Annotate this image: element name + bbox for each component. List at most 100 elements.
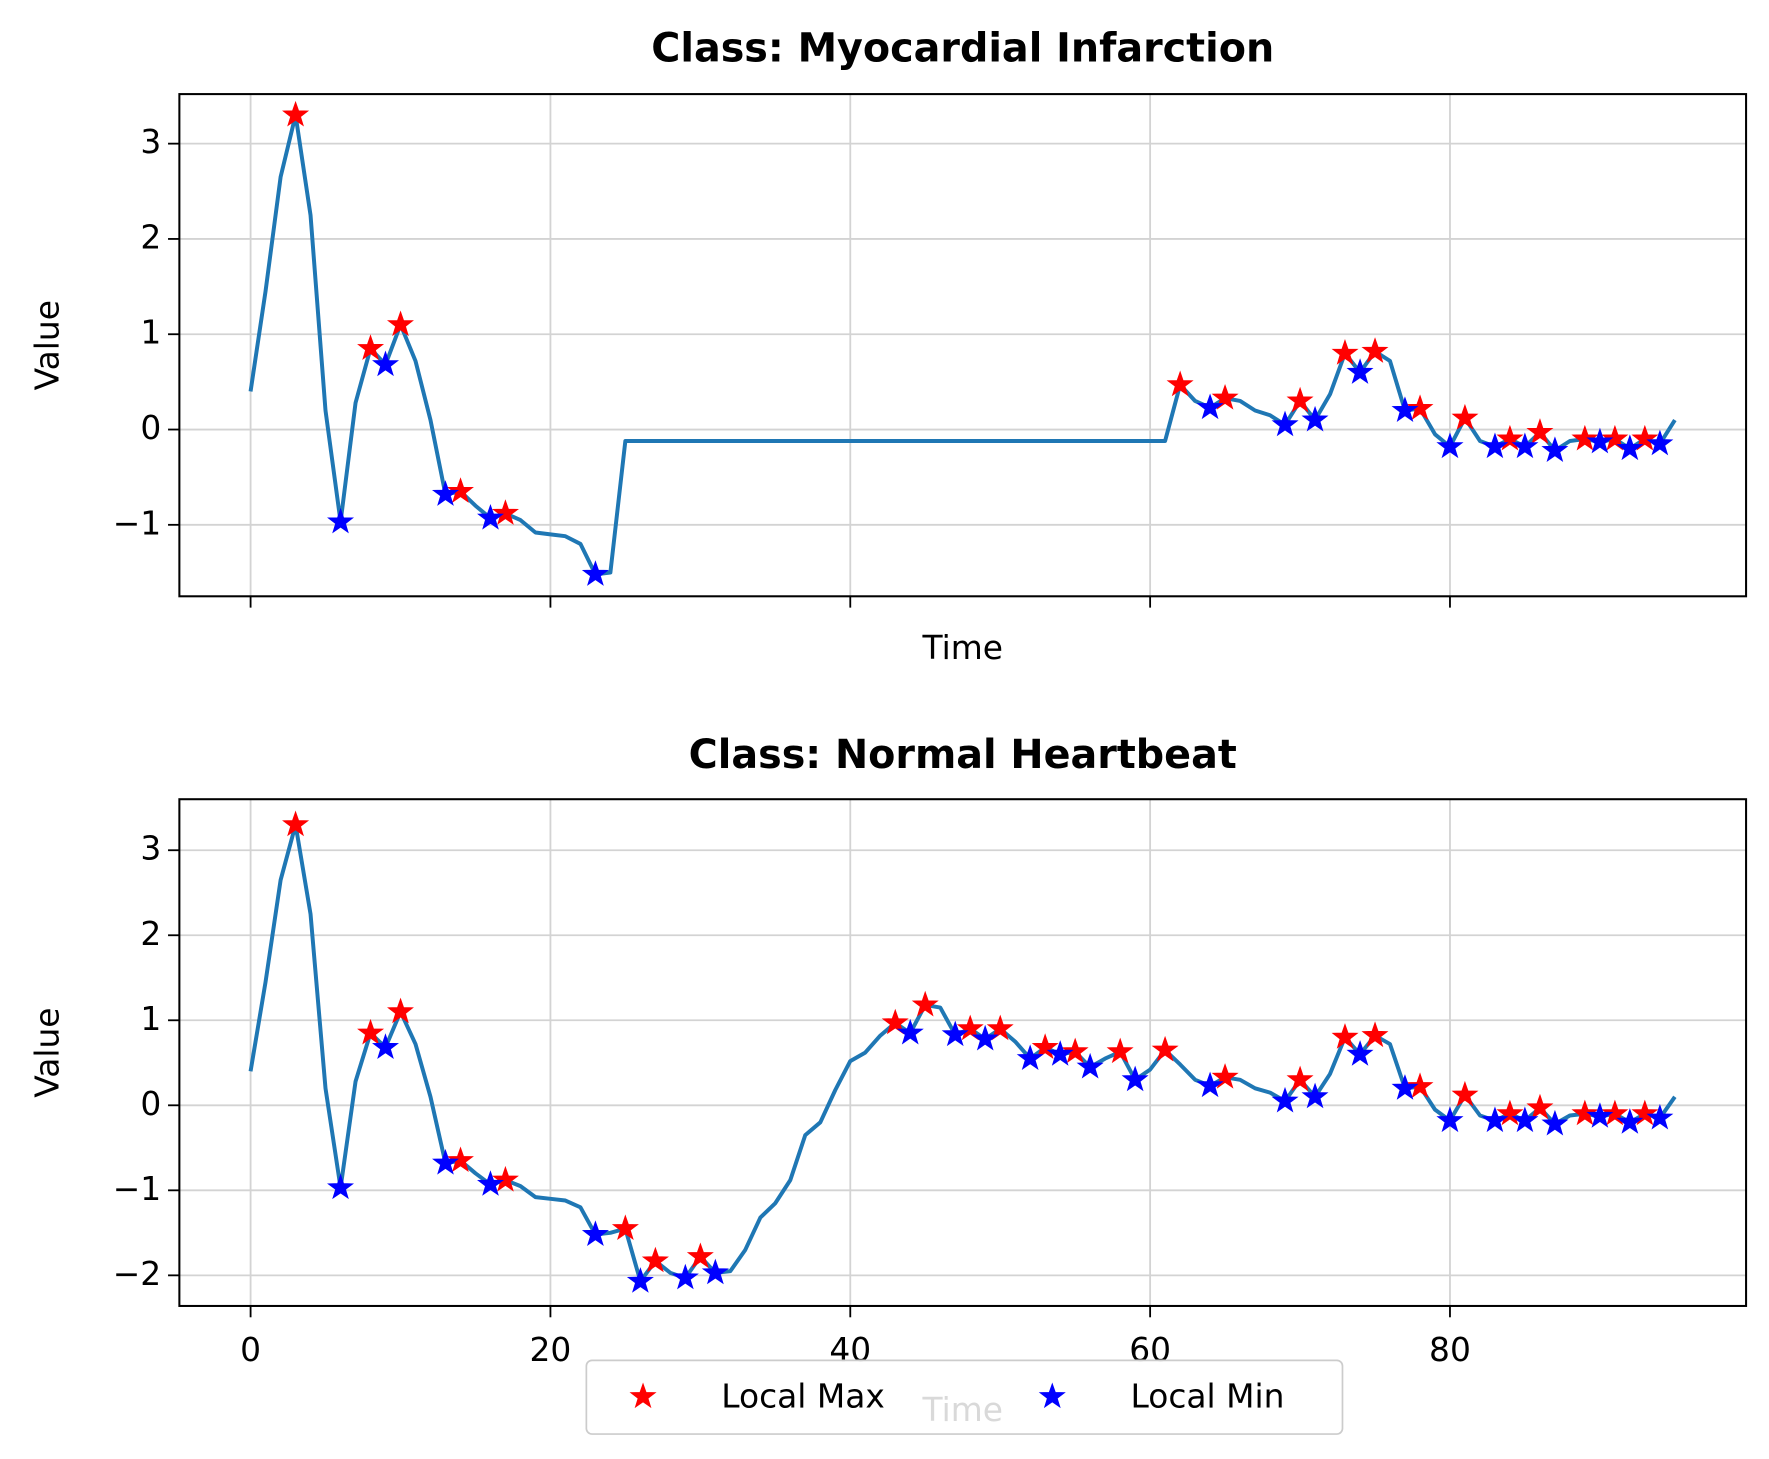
- extremum-marker: [911, 990, 939, 1017]
- legend-label: Local Max: [721, 1376, 885, 1415]
- extremum-marker: [1196, 1071, 1224, 1098]
- extremum-marker: [701, 1258, 729, 1285]
- extremum-marker: [1286, 1065, 1314, 1092]
- extremum-marker: [1331, 339, 1359, 365]
- axes-frame: [178, 93, 1748, 598]
- y-tick-label: 0: [140, 1084, 161, 1123]
- extremum-marker: [941, 1020, 969, 1047]
- extremum-marker: [1061, 1037, 1089, 1064]
- extremum-marker: [1541, 436, 1569, 462]
- extremum-marker: [1631, 424, 1659, 451]
- extremum-marker: [1481, 1106, 1509, 1133]
- extremum-marker: [896, 1018, 924, 1045]
- extremum-marker: [581, 560, 609, 586]
- chart-title: Class: Normal Heartbeat: [689, 732, 1237, 778]
- x-tick-label: 0: [240, 1330, 261, 1369]
- extremum-marker: [1526, 418, 1554, 444]
- extremum-marker: [626, 1267, 654, 1293]
- extremum-marker: [1511, 1106, 1539, 1133]
- x-axis-label: Time: [922, 628, 1003, 667]
- y-tick-label: −1: [113, 1169, 161, 1208]
- y-tick-label: 3: [140, 122, 161, 161]
- extremum-marker: [1211, 1063, 1239, 1089]
- extremum-marker: [671, 1263, 699, 1290]
- extremum-marker: [477, 1170, 505, 1196]
- extremum-marker: [1301, 1082, 1329, 1109]
- extremum-marker: [1361, 1021, 1389, 1048]
- y-axis-label: Value: [28, 300, 67, 390]
- extremum-marker: [491, 1165, 519, 1192]
- extremum-marker: [1586, 427, 1614, 454]
- y-tick-label: 0: [140, 408, 161, 447]
- extremum-marker: [372, 350, 400, 377]
- y-tick-label: 1: [140, 313, 161, 352]
- extremum-marker: [446, 1146, 474, 1172]
- extremum-marker: [446, 477, 474, 503]
- extremum-marker: [1346, 1040, 1374, 1066]
- legend-box: [585, 1359, 1344, 1435]
- extremum-marker: [1406, 1072, 1434, 1099]
- extremum-marker: [386, 310, 414, 337]
- extremum-marker: [357, 334, 385, 360]
- extremum-marker: [477, 504, 505, 530]
- extremum-marker: [1286, 386, 1314, 413]
- extremum-marker: [1451, 1080, 1479, 1107]
- extremum-marker: [1151, 1035, 1179, 1062]
- extremum-marker: [1016, 1044, 1044, 1070]
- y-axis-label: Value: [28, 1007, 67, 1097]
- extremum-marker: [1526, 1093, 1554, 1120]
- y-tick-label: −1: [113, 503, 161, 542]
- extremum-marker: [1511, 432, 1539, 459]
- extremum-marker: [1631, 1099, 1659, 1126]
- extremum-marker: [1616, 1108, 1644, 1134]
- extremum-marker: [1496, 1099, 1524, 1126]
- extremum-marker: [372, 1033, 399, 1059]
- extremum-marker: [327, 1173, 354, 1200]
- y-tick-label: 2: [140, 914, 161, 953]
- extremum-marker: [1451, 403, 1479, 430]
- extremum-marker: [1271, 410, 1299, 437]
- extremum-marker: [1196, 393, 1224, 420]
- extremum-marker: [1331, 1023, 1359, 1049]
- extremum-marker: [1166, 370, 1194, 397]
- extremum-marker: [611, 1214, 639, 1241]
- extremum-marker: [641, 1246, 669, 1273]
- extremum-marker: [1616, 434, 1644, 461]
- extremum-marker: [327, 507, 354, 534]
- extremum-marker: [1031, 1033, 1059, 1059]
- extremum-marker: [1361, 337, 1389, 363]
- extremum-marker: [1646, 1103, 1674, 1130]
- extremum-marker: [1346, 358, 1374, 384]
- extremum-marker: [282, 100, 310, 127]
- extremum-marker: [1646, 429, 1674, 456]
- extremum-marker: [1391, 1074, 1419, 1100]
- extremum-marker: [431, 480, 459, 506]
- extremum-marker: [956, 1014, 984, 1041]
- y-tick-label: −2: [113, 1254, 161, 1293]
- legend-marker: [629, 1382, 657, 1409]
- y-tick-label: 1: [140, 999, 161, 1038]
- extremum-marker: [581, 1220, 609, 1247]
- extremum-marker: [1586, 1102, 1614, 1128]
- extremum-marker: [491, 499, 519, 525]
- extremum-marker: [1121, 1065, 1149, 1092]
- y-tick-label: 3: [140, 829, 161, 868]
- extremum-marker: [1106, 1037, 1134, 1064]
- extremum-marker: [986, 1014, 1014, 1041]
- extremum-marker: [1601, 424, 1629, 451]
- x-tick-label: 80: [1429, 1330, 1471, 1369]
- signal-line: [248, 822, 1677, 1284]
- legend-marker: [1038, 1382, 1066, 1409]
- extremum-marker: [1436, 432, 1464, 459]
- extremum-marker: [1211, 383, 1239, 410]
- x-tick-label: 20: [530, 1330, 572, 1369]
- signal-line: [248, 113, 1677, 577]
- extremum-marker: [1496, 424, 1524, 451]
- extremum-marker: [686, 1242, 714, 1269]
- extremum-marker: [1481, 432, 1509, 459]
- extremum-marker: [1301, 405, 1329, 432]
- extremum-marker: [1541, 1109, 1569, 1136]
- y-tick-label: 2: [140, 217, 161, 256]
